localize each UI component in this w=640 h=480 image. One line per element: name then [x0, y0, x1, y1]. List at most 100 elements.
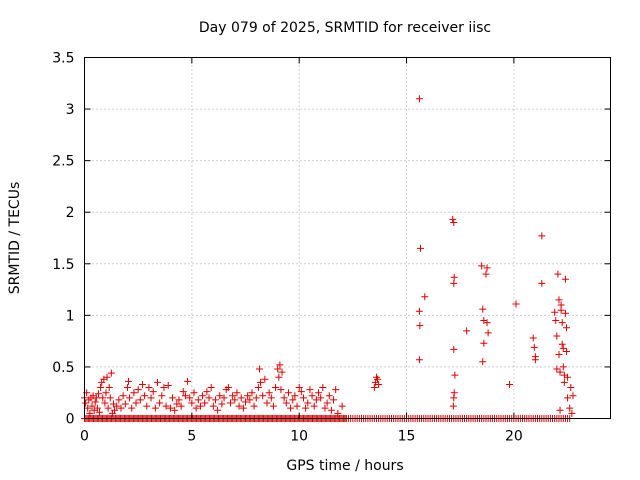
chart-title: Day 079 of 2025, SRMTID for receiver iis…: [199, 20, 491, 36]
data-point: [123, 384, 131, 392]
data-point: [306, 386, 314, 394]
data-point: [562, 347, 570, 355]
data-point: [567, 384, 575, 392]
data-point: [96, 408, 104, 416]
data-point: [332, 386, 340, 394]
data-point: [275, 373, 283, 381]
data-point: [169, 394, 177, 402]
data-point: [267, 394, 275, 402]
data-point: [138, 380, 146, 388]
data-point: [250, 402, 258, 410]
data-point: [192, 404, 200, 412]
data-point: [190, 389, 198, 397]
data-point: [160, 384, 168, 392]
data-point: [226, 399, 234, 407]
data-point: [93, 404, 101, 412]
y-tick-label: 3: [66, 102, 75, 118]
data-point: [450, 273, 458, 281]
data-point: [220, 394, 228, 402]
data-point: [218, 400, 226, 408]
data-point: [421, 293, 429, 301]
data-point: [558, 319, 566, 327]
data-point: [166, 404, 174, 412]
data-point: [205, 394, 213, 402]
data-point: [164, 381, 172, 389]
data-point: [530, 343, 538, 351]
data-point: [299, 394, 307, 402]
data-point: [450, 394, 458, 402]
y-tick-label: 0: [66, 412, 75, 428]
data-point: [277, 386, 285, 394]
data-point: [207, 384, 215, 392]
data-point: [308, 392, 316, 400]
data-point: [272, 384, 280, 392]
data-point: [293, 402, 301, 410]
x-tick-label: 10: [290, 429, 308, 445]
data-point: [478, 262, 486, 270]
data-point: [233, 389, 241, 397]
data-point: [274, 365, 282, 373]
data-point: [480, 339, 488, 347]
data-point: [370, 384, 378, 392]
y-tick-label: 2: [66, 205, 75, 221]
data-point: [97, 384, 105, 392]
data-point: [119, 392, 127, 400]
data-point: [568, 409, 576, 417]
data-point: [248, 389, 256, 397]
data-point: [196, 402, 204, 410]
x-tick-label: 15: [398, 429, 416, 445]
data-point: [162, 402, 170, 410]
data-point: [559, 344, 567, 352]
data-point: [553, 365, 561, 373]
data-point: [450, 279, 458, 287]
data-point: [569, 392, 577, 400]
data-point: [216, 392, 224, 400]
data-point: [246, 396, 254, 404]
data-point: [229, 392, 237, 400]
data-point: [237, 394, 245, 402]
data-point: [310, 402, 318, 410]
data-point: [115, 396, 123, 404]
data-point: [263, 399, 271, 407]
data-point: [556, 368, 564, 376]
data-point: [102, 389, 110, 397]
data-point: [141, 392, 149, 400]
data-point: [92, 394, 100, 402]
data-point: [325, 392, 333, 400]
data-point: [211, 396, 219, 404]
data-point: [276, 361, 284, 369]
data-point: [199, 392, 207, 400]
data-point: [302, 404, 310, 412]
data-point: [551, 308, 559, 316]
data-point: [415, 356, 423, 364]
data-point: [231, 396, 239, 404]
data-point: [529, 334, 537, 342]
data-point: [291, 392, 299, 400]
data-point: [147, 394, 155, 402]
data-point: [416, 244, 424, 252]
data-point: [531, 356, 539, 364]
data-point: [184, 377, 192, 385]
data-point: [84, 404, 92, 412]
data-point: [319, 384, 327, 392]
x-tick-label: 20: [505, 429, 523, 445]
data-point: [235, 402, 243, 410]
data-point: [538, 279, 546, 287]
data-point: [130, 389, 138, 397]
data-point: [449, 402, 457, 410]
data-point: [128, 404, 136, 412]
data-point: [315, 389, 323, 397]
data-point: [321, 404, 329, 412]
data-point: [312, 396, 320, 404]
data-point: [506, 380, 514, 388]
data-point: [482, 270, 490, 278]
data-point: [254, 384, 262, 392]
data-point: [125, 377, 133, 385]
data-point: [171, 406, 179, 414]
data-point: [323, 399, 331, 407]
data-point: [132, 399, 140, 407]
data-point: [158, 392, 166, 400]
data-point: [203, 388, 211, 396]
x-axis-label: GPS time / hours: [286, 458, 403, 474]
